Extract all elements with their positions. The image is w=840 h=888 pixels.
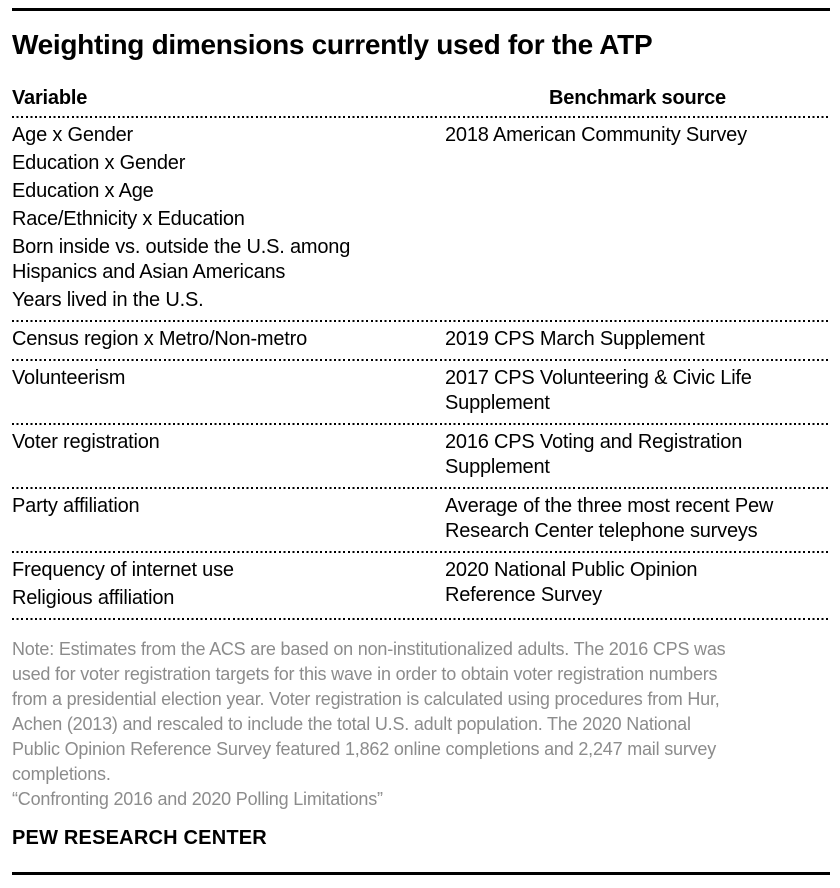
table-row: Frequency of internet use Religious affi… <box>12 553 830 618</box>
variable-cell: Age x Gender Education x Gender Educatio… <box>12 123 445 313</box>
variable-cell: Volunteerism <box>12 366 445 391</box>
variable-cell: Voter registration <box>12 430 445 455</box>
pew-research-center-wordmark: PEW RESEARCH CENTER <box>12 827 267 849</box>
variable-item: Education x Gender <box>12 152 186 174</box>
variable-cell: Census region x Metro/Non-metro <box>12 327 445 352</box>
variable-item: Race/Ethnicity x Education <box>12 208 245 230</box>
column-header-benchmark-source: Benchmark source <box>549 87 726 109</box>
benchmark-cell: 2017 CPS Volunteering & Civic Life Suppl… <box>445 367 752 414</box>
benchmark-cell: 2020 National Public Opinion Reference S… <box>445 559 698 606</box>
benchmark-cell: Average of the three most recent Pew Res… <box>445 495 774 542</box>
row-separator <box>12 618 830 620</box>
variable-item: Census region x Metro/Non-metro <box>12 328 308 350</box>
row-separator <box>12 487 830 489</box>
variable-cell: Party affiliation <box>12 494 445 519</box>
table-row: Party affiliation Average of the three m… <box>12 489 830 551</box>
bottom-rule <box>12 872 830 875</box>
variable-item: Frequency of internet use <box>12 559 234 581</box>
variable-item: Voter registration <box>12 431 160 453</box>
table-header-row: Variable Benchmark source <box>12 86 830 116</box>
benchmark-cell: 2019 CPS March Supplement <box>445 328 705 350</box>
variable-item: Years lived in the U.S. <box>12 289 204 311</box>
row-separator <box>12 320 830 322</box>
row-separator <box>12 116 830 118</box>
variable-item: Education x Age <box>12 180 154 202</box>
top-rule <box>12 8 830 11</box>
variable-cell: Frequency of internet use Religious affi… <box>12 558 445 611</box>
variable-item: Born inside vs. outside the U.S. among H… <box>12 236 351 283</box>
variable-item: Party affiliation <box>12 495 140 517</box>
column-header-variable: Variable <box>12 87 88 109</box>
table-row: Age x Gender Education x Gender Educatio… <box>12 118 830 320</box>
row-separator <box>12 423 830 425</box>
row-separator <box>12 359 830 361</box>
variable-item: Volunteerism <box>12 367 126 389</box>
variable-item: Age x Gender <box>12 124 134 146</box>
row-separator <box>12 551 830 553</box>
benchmark-cell: 2018 American Community Survey <box>445 124 747 146</box>
table-row: Voter registration 2016 CPS Voting and R… <box>12 425 830 487</box>
variable-item: Religious affiliation <box>12 587 175 609</box>
figure-title: Weighting dimensions currently used for … <box>12 29 653 60</box>
citation-text: “Confronting 2016 and 2020 Polling Limit… <box>12 789 383 809</box>
benchmark-cell: 2016 CPS Voting and Registration Supplem… <box>445 431 743 478</box>
table-row: Volunteerism 2017 CPS Volunteering & Civ… <box>12 361 830 423</box>
note-text: Note: Estimates from the ACS are based o… <box>12 639 726 784</box>
table-row: Census region x Metro/Non-metro 2019 CPS… <box>12 322 830 359</box>
